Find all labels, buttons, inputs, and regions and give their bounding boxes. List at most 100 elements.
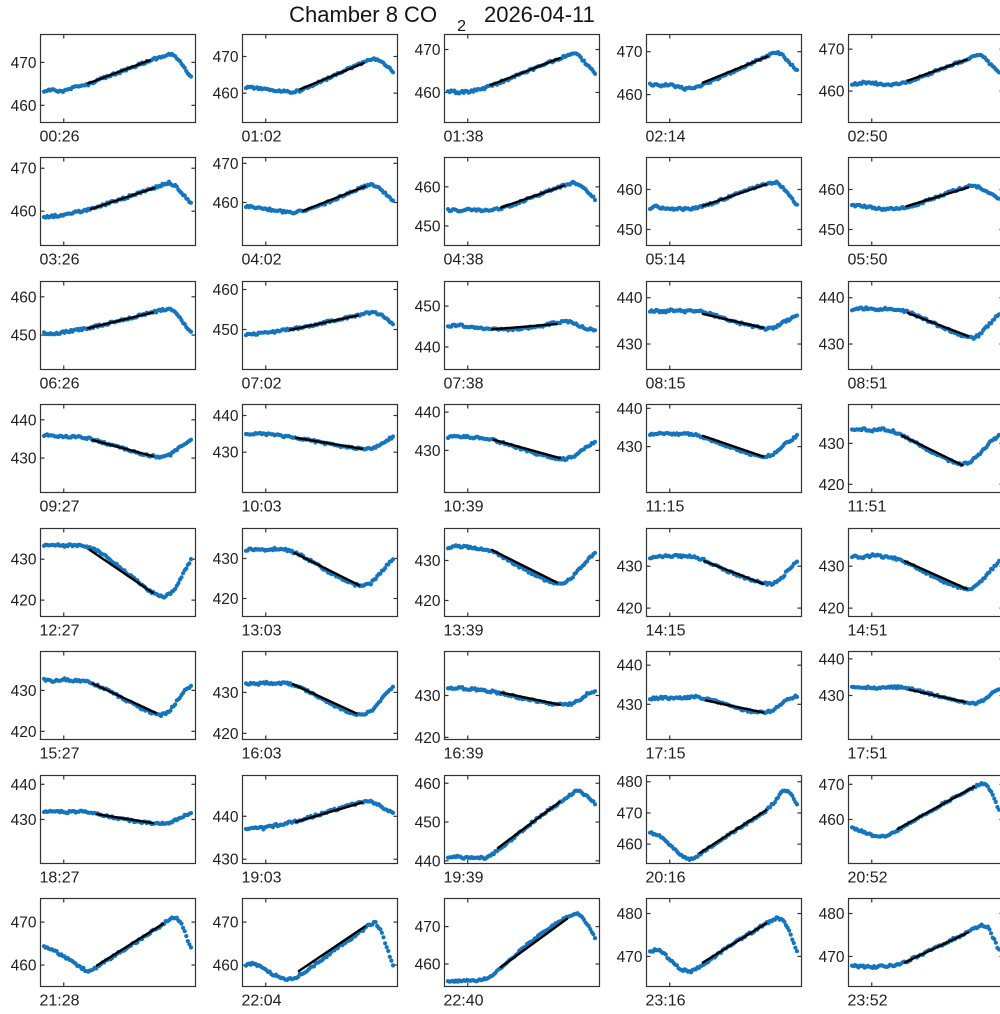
data-points: [849, 552, 1000, 592]
fit-line: [906, 311, 970, 338]
y-tick-label: 470: [819, 777, 845, 794]
subplot-19:03: 430 440 19:03: [213, 774, 399, 887]
data-points: [647, 915, 800, 975]
axis-box: [39, 156, 197, 247]
axis-box: [443, 156, 601, 247]
fit-line: [302, 185, 367, 212]
subplot-16:39: 420 430 16:39: [415, 650, 601, 763]
time-label: 14:51: [848, 623, 888, 640]
fit-line: [95, 813, 154, 825]
fit-line: [704, 699, 765, 714]
y-tick-label: 440: [11, 412, 37, 429]
y-tick-label: 440: [11, 777, 37, 794]
y-tick-label: 460: [213, 282, 239, 299]
y-tick-label: 420: [11, 724, 37, 741]
time-label: 07:02: [242, 376, 282, 393]
y-tick-label: 450: [617, 222, 643, 239]
y-tick-label: 470: [819, 949, 845, 966]
time-label: 02:14: [646, 129, 686, 146]
data-points: [243, 919, 396, 983]
y-tick-label: 440: [213, 809, 239, 826]
axis-box: [645, 897, 803, 988]
y-tick-label: 460: [617, 182, 643, 199]
data-points: [647, 430, 800, 460]
fit-line: [499, 691, 561, 706]
subplot-04:38: 450 460 04:38: [415, 156, 601, 269]
data-points: [243, 309, 396, 338]
data-points: [647, 552, 800, 587]
time-label: 16:03: [242, 746, 282, 763]
y-tick-label: 460: [11, 98, 37, 115]
time-label: 04:02: [242, 252, 282, 269]
axis-box: [847, 403, 1000, 494]
axis-box: [241, 33, 399, 124]
subplot-22:40: 460 470 22:40: [415, 897, 601, 1010]
subplot-08:15: 430 440 08:15: [617, 280, 803, 393]
time-label: 10:39: [444, 499, 484, 516]
subplot-08:51: 430 440 08:51: [819, 280, 1000, 393]
y-tick-label: 420: [213, 726, 239, 743]
time-label: 21:28: [40, 993, 80, 1010]
y-tick-label: 460: [819, 182, 845, 199]
y-tick-label: 470: [617, 949, 643, 966]
subplot-02:50: 460 470 02:50: [819, 33, 1000, 146]
y-tick-label: 460: [213, 86, 239, 103]
time-label: 14:15: [646, 623, 686, 640]
time-label: 01:02: [242, 129, 282, 146]
y-tick-label: 460: [213, 195, 239, 212]
subplot-11:15: 430 440 11:15: [617, 401, 803, 516]
y-tick-label: 430: [819, 337, 845, 354]
time-label: 23:52: [848, 993, 888, 1010]
y-tick-label: 460: [11, 204, 37, 221]
y-tick-label: 420: [819, 601, 845, 618]
time-label: 20:16: [646, 870, 686, 887]
time-label: 11:15: [646, 499, 685, 516]
y-tick-label: 440: [819, 290, 845, 307]
y-tick-label: 480: [617, 774, 643, 791]
data-points: [647, 50, 800, 92]
data-points: [445, 788, 598, 862]
y-tick-label: 440: [213, 408, 239, 425]
time-label: 16:39: [444, 746, 484, 763]
axis-box: [847, 156, 1000, 247]
fit-line: [496, 800, 561, 850]
y-tick-label: 420: [11, 593, 37, 610]
axis-box: [241, 403, 399, 494]
fit-line: [906, 58, 968, 82]
subplot-19:39: 440 450 460 19:39: [415, 774, 601, 887]
fit-line: [499, 917, 569, 969]
subplot-17:15: 430 440 17:15: [617, 650, 803, 763]
axis-box: [443, 650, 601, 741]
title-text: Chamber 8 CO: [289, 2, 438, 27]
subplot-14:51: 420 430 14:51: [819, 527, 1000, 640]
fit-line: [903, 931, 970, 964]
time-label: 03:26: [40, 252, 80, 269]
y-tick-label: 450: [819, 222, 845, 239]
y-tick-label: 420: [819, 477, 845, 494]
y-tick-label: 470: [819, 42, 845, 59]
subplot-17:51: 430 440 17:51: [819, 650, 1000, 763]
subplot-12:27: 420 430 12:27: [11, 527, 197, 640]
subplot-01:02: 460 470 01:02: [213, 33, 399, 146]
y-tick-label: 440: [819, 651, 845, 668]
time-label: 19:39: [444, 870, 484, 887]
subplot-20:16: 460 470 480 20:16: [617, 774, 803, 887]
subplot-02:14: 460 470 02:14: [617, 33, 803, 146]
data-points: [243, 56, 396, 95]
axis-box: [847, 897, 1000, 988]
subplot-09:27: 430 440 09:27: [11, 403, 197, 516]
axis-box: [443, 280, 601, 371]
y-tick-label: 440: [415, 405, 441, 422]
time-label: 17:15: [646, 746, 686, 763]
subplot-23:52: 470 480 23:52: [819, 897, 1000, 1010]
time-label: 08:51: [848, 376, 888, 393]
axis-box: [645, 650, 803, 741]
y-tick-label: 480: [819, 906, 845, 923]
subplot-14:15: 420 430 14:15: [617, 527, 803, 640]
time-label: 18:27: [40, 870, 80, 887]
title-date: 2026-04-11: [483, 2, 595, 27]
fit-line: [294, 436, 364, 451]
time-label: 04:38: [444, 252, 484, 269]
y-tick-label: 440: [415, 339, 441, 356]
